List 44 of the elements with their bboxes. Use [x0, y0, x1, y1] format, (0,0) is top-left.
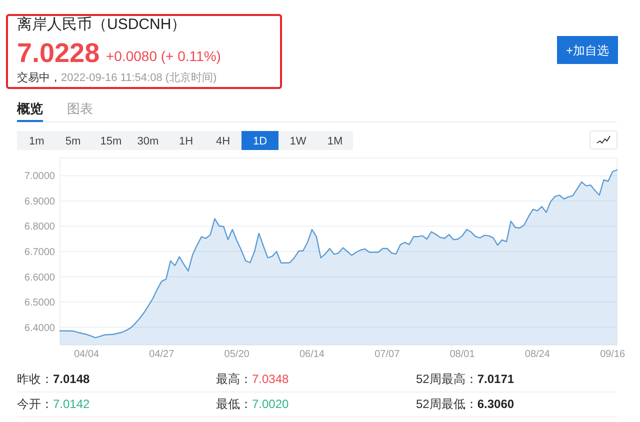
annotation: 2022-09-16 11:54:08 (北京时间): [61, 72, 217, 84]
subtitle: 7.0228: [17, 38, 100, 68]
annotation: 7.0348: [252, 372, 289, 386]
y-tick-label: 6.4000: [24, 322, 55, 334]
annotation: 5m: [65, 136, 81, 148]
annotation: 7.0142: [53, 397, 90, 411]
y-tick-label: 7.0000: [24, 171, 55, 182]
annotation: +加自选: [566, 43, 609, 58]
x-tick-label: 04/04: [74, 349, 100, 360]
x-tick-label: 09/16: [600, 349, 626, 360]
y-tick-label: 6.9000: [24, 196, 55, 208]
annotation: 7.0171: [477, 372, 514, 386]
annotation: 概览: [17, 101, 43, 116]
annotation: 52周最低：: [416, 397, 478, 411]
annotation: 1W: [290, 136, 306, 148]
annotation: 52周最高：: [416, 372, 478, 386]
annotation: 1D: [252, 136, 268, 148]
x-tick-label: 07/07: [374, 349, 400, 360]
x-tick-label: 04/27: [149, 349, 174, 360]
x-tick-label: 05/20: [224, 349, 250, 360]
x-tick-label: 08/01: [450, 349, 475, 360]
annotation: 交易中，: [17, 72, 61, 84]
y-tick-label: 6.7000: [24, 247, 55, 258]
x-tick-label: 08/24: [524, 349, 550, 360]
annotation: 1H: [178, 136, 194, 148]
y-tick-label: 6.5000: [24, 298, 55, 309]
annotation: 7.0020: [252, 397, 289, 411]
annotation: 今开：: [17, 397, 53, 411]
annotation: 1m: [29, 136, 44, 148]
annotation: +0.0080 (+ 0.11%): [106, 48, 221, 64]
annotation: 1M: [327, 136, 343, 148]
title: 离岸人民币（USDCNH）: [17, 16, 186, 33]
y-tick-label: 6.8000: [24, 222, 55, 233]
annotation: 7.0148: [53, 372, 90, 386]
annotation: 4H: [216, 136, 230, 148]
annotation: 图表: [67, 101, 93, 116]
x-tick-label: 06/14: [299, 349, 324, 360]
annotation: 昨收：: [17, 372, 53, 386]
annotation: 6.3060: [477, 397, 514, 411]
annotation: 15m: [100, 136, 122, 148]
y-tick-label: 6.6000: [24, 272, 55, 284]
annotation: 最低：: [216, 397, 252, 411]
annotation: 最高：: [216, 372, 252, 386]
annotation: 30m: [137, 136, 159, 148]
